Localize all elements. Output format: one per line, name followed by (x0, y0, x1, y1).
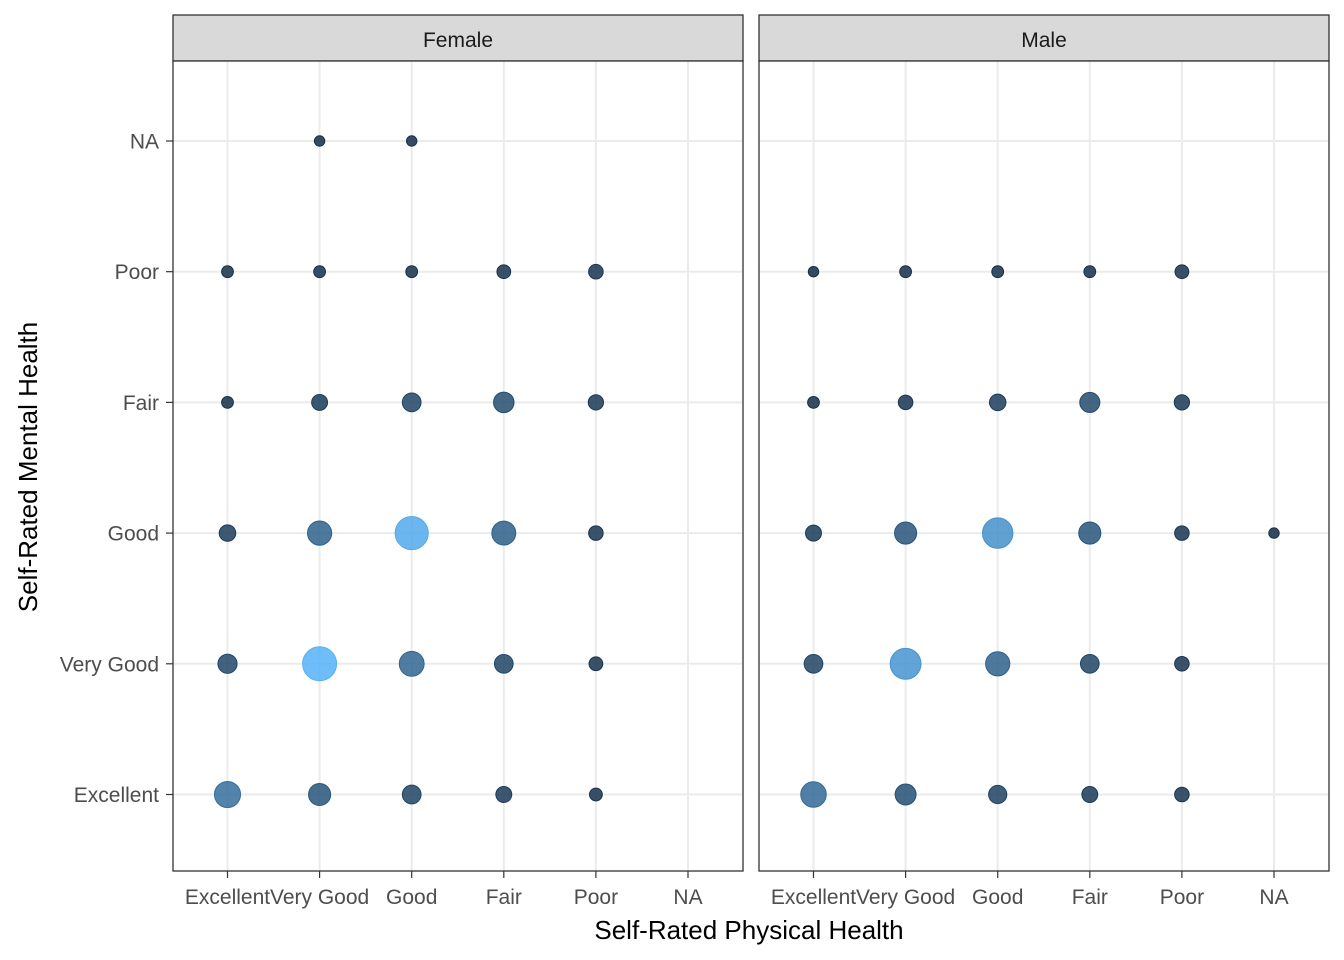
data-point (1174, 525, 1190, 541)
data-point (1173, 394, 1191, 411)
y-axis-title: Self-Rated Mental Health (13, 322, 43, 612)
y-tick-label: Excellent (74, 784, 159, 807)
data-point (803, 653, 824, 674)
data-point (897, 394, 914, 411)
x-tick-label: Excellent (185, 886, 270, 909)
data-point (307, 520, 333, 546)
data-point (302, 646, 338, 682)
panel-background (173, 61, 743, 871)
data-point (217, 653, 238, 674)
data-point (1078, 521, 1102, 545)
y-axis: Excellent Very Good Good Fair Poor NA (60, 131, 173, 807)
data-point (213, 780, 242, 809)
data-point (221, 396, 234, 409)
x-tick-label: Very Good (270, 886, 369, 909)
data-point (1174, 264, 1190, 280)
data-point (311, 393, 329, 411)
data-point (1079, 653, 1100, 674)
panel-male: Male Excellent Very Good Good Fair Poor NA (758, 14, 1330, 909)
data-point (491, 520, 517, 546)
data-point (988, 784, 1008, 805)
data-point (1174, 786, 1190, 803)
data-point (1083, 265, 1097, 279)
y-tick-label: Good (108, 523, 159, 546)
x-axis-title: Self-Rated Physical Health (594, 915, 903, 945)
data-point (394, 516, 429, 551)
data-point (588, 525, 604, 541)
data-point (401, 392, 422, 413)
data-point (1268, 527, 1280, 539)
data-point (398, 650, 425, 677)
strip-label: Female (423, 29, 493, 52)
data-point (889, 647, 922, 680)
data-point (493, 391, 515, 414)
x-tick-label: NA (1259, 886, 1288, 909)
data-point (588, 656, 604, 672)
data-point (985, 651, 1011, 677)
data-point (308, 782, 332, 807)
data-point (493, 653, 514, 674)
data-point (899, 265, 912, 279)
data-point (800, 781, 827, 808)
data-point (1174, 656, 1190, 672)
x-tick-label: Poor (1160, 886, 1204, 909)
panel-background (759, 61, 1329, 871)
data-point (988, 393, 1007, 412)
panel-female: Female Excellent Very Good Good Fair Poor NA (172, 14, 744, 909)
data-point (495, 786, 513, 803)
x-tick-label: Excellent (771, 886, 856, 909)
data-point (221, 265, 234, 279)
x-tick-label: NA (673, 886, 702, 909)
data-point (587, 394, 605, 411)
strip-label: Male (1021, 29, 1067, 52)
data-point (401, 784, 422, 805)
data-point (894, 783, 917, 806)
data-point (313, 265, 326, 279)
data-point (1079, 391, 1101, 413)
x-tick-label: Very Good (856, 886, 955, 909)
data-point (313, 135, 326, 147)
data-point (405, 265, 419, 279)
x-tick-label: Poor (574, 886, 618, 909)
data-point (588, 263, 604, 280)
x-tick-label: Fair (1072, 886, 1108, 909)
data-point (218, 524, 237, 542)
y-tick-label: Poor (115, 261, 159, 284)
data-point (496, 264, 512, 280)
data-point (588, 787, 603, 802)
data-point (991, 265, 1005, 279)
data-point (894, 521, 918, 545)
strip-background (172, 14, 744, 62)
strip-background (758, 14, 1330, 62)
data-point (807, 266, 820, 278)
data-point (1081, 786, 1099, 803)
y-tick-label: Very Good (60, 653, 159, 676)
data-point (807, 396, 820, 409)
data-point (982, 517, 1014, 549)
panel-border (172, 60, 744, 872)
y-tick-label: NA (130, 131, 159, 154)
y-tick-label: Fair (123, 392, 159, 415)
x-tick-label: Fair (486, 886, 522, 909)
data-point (406, 135, 418, 147)
data-point (805, 524, 822, 542)
panel-border (758, 60, 1330, 872)
x-tick-label: Good (386, 886, 437, 909)
x-tick-label: Good (972, 886, 1023, 909)
